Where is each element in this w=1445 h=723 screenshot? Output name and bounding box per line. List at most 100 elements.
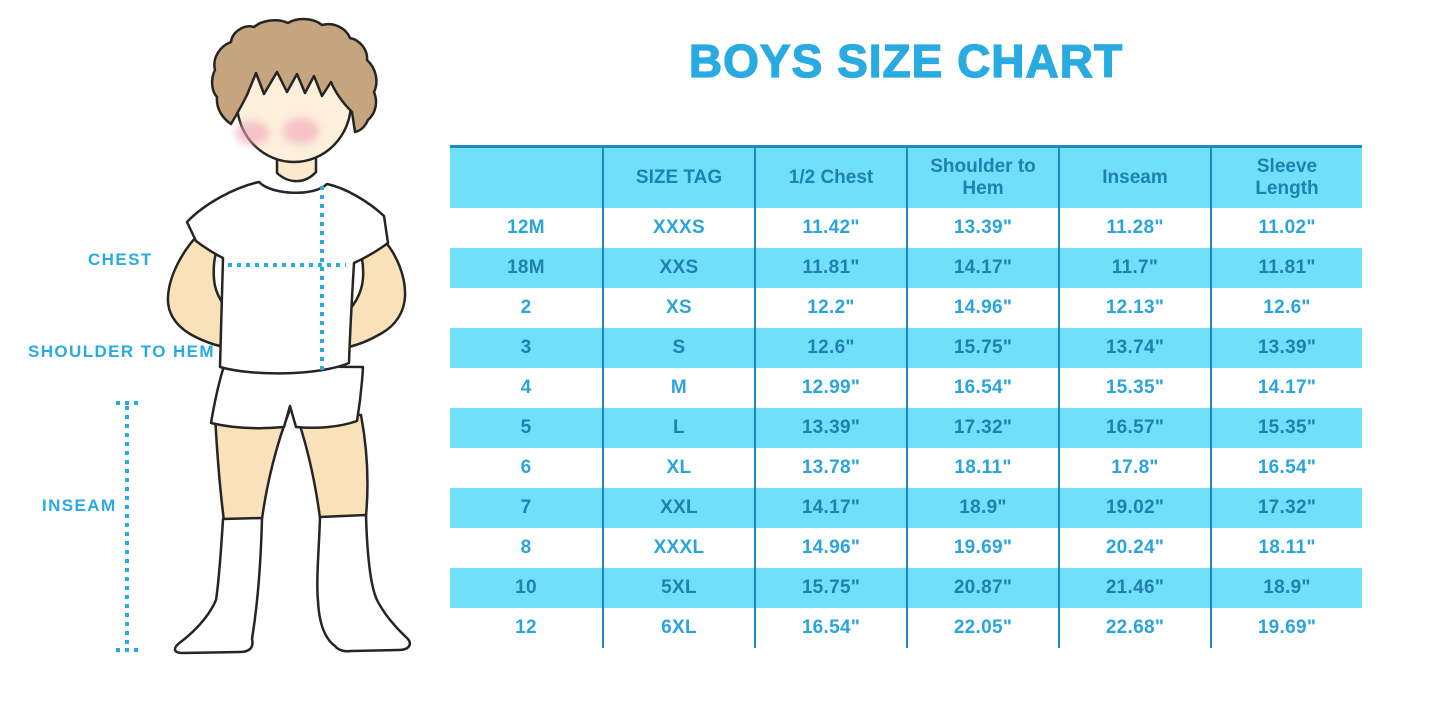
table-row: 2 XS 12.2" 14.96" 12.13" 12.6" [450, 288, 1362, 328]
row-size-label: 8 [520, 537, 532, 558]
table-cell: 11.81" [1210, 248, 1362, 288]
table-cell: 16.54" [1210, 448, 1362, 488]
table-cell: 14.96" [754, 528, 906, 568]
right-sock [316, 513, 411, 653]
table-cell: 12.99" [754, 368, 906, 408]
table-cell: 13.39" [906, 208, 1058, 248]
table-cell: 18.11" [1210, 528, 1362, 568]
header-cell-size-tag: SIZE TAG [602, 148, 754, 208]
table-cell: 16.54" [906, 368, 1058, 408]
table-row: 8 XXXL 14.96" 19.69" 20.24" 18.11" [450, 528, 1362, 568]
table-cell: 17.32" [906, 408, 1058, 448]
t-shirt [185, 180, 390, 375]
table-cell: 22.05" [906, 608, 1058, 648]
right-arm [338, 236, 407, 349]
table-row: 18M XXS 11.81" 14.17" 11.7" 11.81" [450, 248, 1362, 288]
row-size-label: 3 [520, 337, 532, 358]
table-cell: XS [602, 288, 754, 328]
table-row: 10 5XL 15.75" 20.87" 21.46" 18.9" [450, 568, 1362, 608]
table-row: 12 6XL 16.54" 22.05" 22.68" 19.69" [450, 608, 1362, 648]
table-cell: L [602, 408, 754, 448]
table-cell: M [602, 368, 754, 408]
header-cell-inseam: Inseam [1058, 148, 1210, 208]
table-cell: 16.54" [754, 608, 906, 648]
table-cell: 13.74" [1058, 328, 1210, 368]
page-title: BOYS SIZE CHART [688, 34, 1124, 87]
table-cell: 5XL [602, 568, 754, 608]
boy-illustration [166, 17, 411, 655]
row-size-label: 10 [515, 577, 537, 598]
row-size-label: 2 [520, 297, 532, 318]
table-cell: 14.17" [754, 488, 906, 528]
left-sock [173, 516, 264, 655]
size-table-body: 12M XXXS 11.42" 13.39" 11.28" 11.02" 18M XXS 11.… [450, 208, 1362, 648]
shorts [209, 364, 365, 430]
table-cell: 15.35" [1210, 408, 1362, 448]
table-row: 4 M 12.99" 16.54" 15.35" 14.17" [450, 368, 1362, 408]
table-cell: 11.42" [754, 208, 906, 248]
table-cell: 19.02" [1058, 488, 1210, 528]
table-row: 12M XXXS 11.42" 13.39" 11.28" 11.02" [450, 208, 1362, 248]
row-size-label: 12 [515, 617, 537, 638]
table-header-row: SIZE TAG 1/2 Chest Shoulder to Hem Insea… [450, 148, 1362, 208]
table-cell: 16.57" [1058, 408, 1210, 448]
shoulder-to-hem-label: SHOULDER TO HEM [28, 342, 215, 361]
table-cell: 13.39" [1210, 328, 1362, 368]
table-cell: 14.17" [906, 248, 1058, 288]
table-cell: 11.28" [1058, 208, 1210, 248]
inseam-label: INSEAM [42, 496, 117, 515]
table-cell: XXL [602, 488, 754, 528]
table-cell: 21.46" [1058, 568, 1210, 608]
table-cell: 20.87" [906, 568, 1058, 608]
table-cell: S [602, 328, 754, 368]
size-table: SIZE TAG 1/2 Chest Shoulder to Hem Insea… [450, 145, 1362, 648]
table-cell: 20.24" [1058, 528, 1210, 568]
table-cell: 11.7" [1058, 248, 1210, 288]
table-row: 5 L 13.39" 17.32" 16.57" 15.35" [450, 408, 1362, 448]
shoulder-to-hem-measure-line [320, 186, 324, 371]
table-cell: 12.2" [754, 288, 906, 328]
table-cell: XXXS [602, 208, 754, 248]
table-cell: 15.75" [754, 568, 906, 608]
chest-label: CHEST [88, 250, 153, 269]
table-cell: 18.11" [906, 448, 1058, 488]
row-size-label: 5 [520, 417, 532, 438]
inseam-measure-line [125, 406, 129, 646]
table-cell: 11.02" [1210, 208, 1362, 248]
header-cell-half-chest: 1/2 Chest [754, 148, 906, 208]
row-size-label: 4 [520, 377, 532, 398]
table-cell: 18.9" [1210, 568, 1362, 608]
table-cell: 12.13" [1058, 288, 1210, 328]
inseam-measure-cap-bottom [116, 648, 143, 652]
table-cell: 12.6" [754, 328, 906, 368]
table-row: 3 S 12.6" 15.75" 13.74" 13.39" [450, 328, 1362, 368]
hair [210, 17, 378, 134]
table-cell: XXS [602, 248, 754, 288]
table-row: 7 XXL 14.17" 18.9" 19.02" 17.32" [450, 488, 1362, 528]
table-row: 6 XL 13.78" 18.11" 17.8" 16.54" [450, 448, 1362, 488]
table-cell: 17.8" [1058, 448, 1210, 488]
header-cell-size [450, 148, 602, 208]
row-size-label: 7 [520, 497, 532, 518]
chest-measure-line [228, 263, 346, 267]
header-cell-sleeve-length: Sleeve Length [1210, 148, 1362, 208]
left-cheek [235, 121, 269, 145]
table-cell: 13.78" [754, 448, 906, 488]
row-size-label: 6 [520, 457, 532, 478]
table-cell: 13.39" [754, 408, 906, 448]
table-cell: 17.32" [1210, 488, 1362, 528]
table-cell: 14.17" [1210, 368, 1362, 408]
table-cell: 19.69" [1210, 608, 1362, 648]
table-cell: 6XL [602, 608, 754, 648]
table-cell: 15.35" [1058, 368, 1210, 408]
table-cell: XXXL [602, 528, 754, 568]
table-cell: 22.68" [1058, 608, 1210, 648]
row-size-label: 12M [507, 217, 545, 238]
right-cheek [283, 118, 319, 144]
table-cell: 11.81" [754, 248, 906, 288]
row-size-label: 18M [507, 257, 545, 278]
header-cell-shoulder-to-hem: Shoulder to Hem [906, 148, 1058, 208]
table-cell: 19.69" [906, 528, 1058, 568]
table-cell: 15.75" [906, 328, 1058, 368]
